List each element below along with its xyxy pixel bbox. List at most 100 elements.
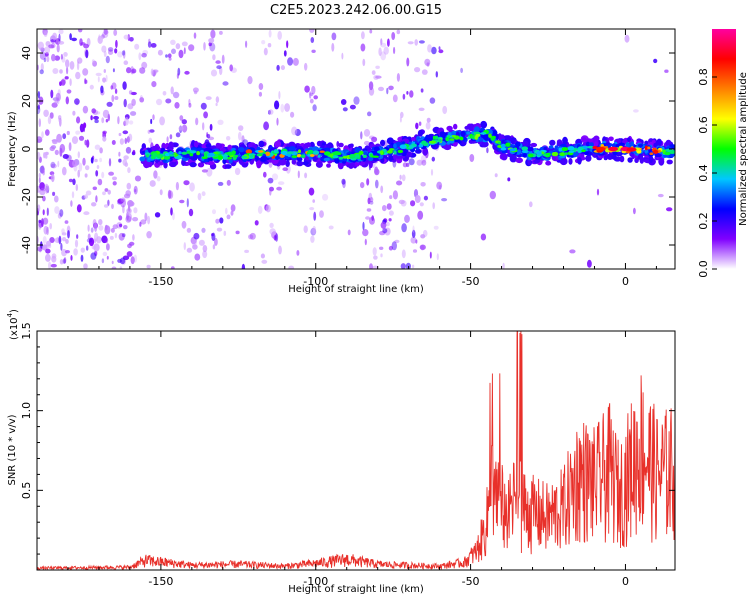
speckle-mark (45, 129, 50, 136)
speckle-mark (111, 203, 114, 209)
ridge-halo-mark (380, 139, 386, 147)
speckle-mark (633, 109, 639, 113)
speckle-mark (49, 112, 54, 119)
speckle-mark (122, 130, 129, 135)
ridge-core-mark (548, 145, 554, 149)
speckle-mark (263, 171, 267, 178)
speckle-mark (340, 99, 347, 105)
ridge-hot-mark (568, 150, 575, 153)
ridge-halo-mark (338, 142, 344, 148)
speckle-mark (54, 206, 60, 214)
speckle-mark (112, 181, 117, 186)
speckle-mark (372, 247, 377, 256)
speckle-mark (75, 71, 81, 80)
speckle-mark (112, 176, 117, 181)
speckle-mark (78, 135, 85, 141)
snr-ytick-label: 1.0 (20, 402, 33, 420)
speckle-mark (123, 155, 129, 160)
speckle-mark (91, 59, 95, 64)
speckle-mark (72, 178, 76, 186)
ridge-halo-mark (644, 140, 649, 145)
speckle-mark (87, 224, 90, 232)
speckle-mark (288, 265, 295, 269)
speckle-mark (126, 211, 129, 221)
snr-xtick-label: -150 (148, 575, 173, 588)
speckle-mark (46, 207, 49, 216)
speckle-mark (91, 108, 96, 114)
ridge-hot-mark (273, 149, 279, 154)
speckle-mark (489, 190, 496, 200)
speckle-mark (374, 166, 379, 175)
ridge-core-mark (260, 156, 267, 162)
speckle-mark (71, 191, 75, 199)
speckle-mark (103, 50, 107, 58)
ridge-hot-mark (312, 150, 320, 155)
speckle-mark (212, 244, 216, 250)
speckle-mark (139, 221, 142, 227)
ridge-hot-mark (338, 156, 344, 160)
speckle-mark (95, 170, 99, 177)
speckle-mark (442, 105, 448, 115)
ridge-halo-mark (611, 153, 617, 160)
colorbar-bar (712, 29, 736, 269)
speckle-mark (104, 237, 109, 244)
ridge-hot-mark (422, 142, 429, 147)
spectrogram-xtick-label: -50 (462, 275, 480, 288)
ridge-hot-mark (371, 155, 379, 158)
speckle-mark (369, 216, 375, 225)
ridge-core-mark (605, 142, 611, 146)
speckle-mark (111, 260, 114, 265)
speckle-mark (139, 67, 146, 74)
speckle-mark (94, 222, 98, 232)
speckle-mark (179, 199, 185, 204)
speckle-mark (353, 96, 360, 105)
speckle-mark (186, 198, 189, 208)
speckle-mark (69, 61, 75, 70)
speckle-mark (633, 207, 636, 215)
speckle-mark (186, 247, 193, 253)
speckle-mark (179, 115, 184, 121)
speckle-mark (118, 151, 121, 157)
speckle-mark (171, 48, 176, 55)
speckle-mark (48, 261, 52, 269)
speckle-mark (432, 202, 436, 210)
speckle-mark (170, 39, 176, 45)
speckle-mark (139, 97, 145, 103)
speckle-mark (170, 266, 175, 269)
speckle-mark (183, 180, 190, 186)
speckle-mark (238, 131, 242, 141)
ridge-core-mark (583, 151, 589, 156)
speckle-mark (280, 103, 285, 113)
snr-exponent-base: (x10 (9, 317, 20, 340)
speckle-mark (123, 193, 131, 199)
speckle-mark (162, 91, 167, 96)
speckle-mark (111, 140, 116, 145)
ridge-hot-mark (509, 148, 516, 152)
speckle-mark (278, 91, 281, 100)
speckle-mark (66, 66, 69, 75)
speckle-mark (247, 76, 253, 85)
ridge-halo-mark (549, 139, 556, 146)
speckle-mark (304, 172, 308, 179)
speckle-mark (98, 219, 103, 226)
ridge-core-mark (288, 146, 296, 152)
speckle-mark (282, 167, 289, 172)
speckle-mark (49, 146, 55, 152)
ridge-halo-mark (593, 141, 598, 148)
ridge-hot-mark (475, 133, 481, 137)
speckle-mark (56, 44, 60, 53)
speckle-mark (418, 121, 422, 126)
speckle-mark (101, 171, 105, 179)
speckle-mark (153, 170, 158, 179)
ridge-hot-mark (307, 149, 314, 155)
speckle-mark (41, 131, 44, 139)
ridge-halo-mark (639, 156, 645, 164)
speckle-mark (438, 49, 444, 54)
speckle-mark (95, 195, 98, 203)
ridge-core-mark (614, 144, 621, 148)
speckle-mark (192, 87, 199, 93)
speckle-mark (399, 174, 402, 180)
speckle-mark (118, 132, 122, 137)
speckle-mark (383, 46, 389, 55)
speckle-mark (69, 33, 72, 41)
